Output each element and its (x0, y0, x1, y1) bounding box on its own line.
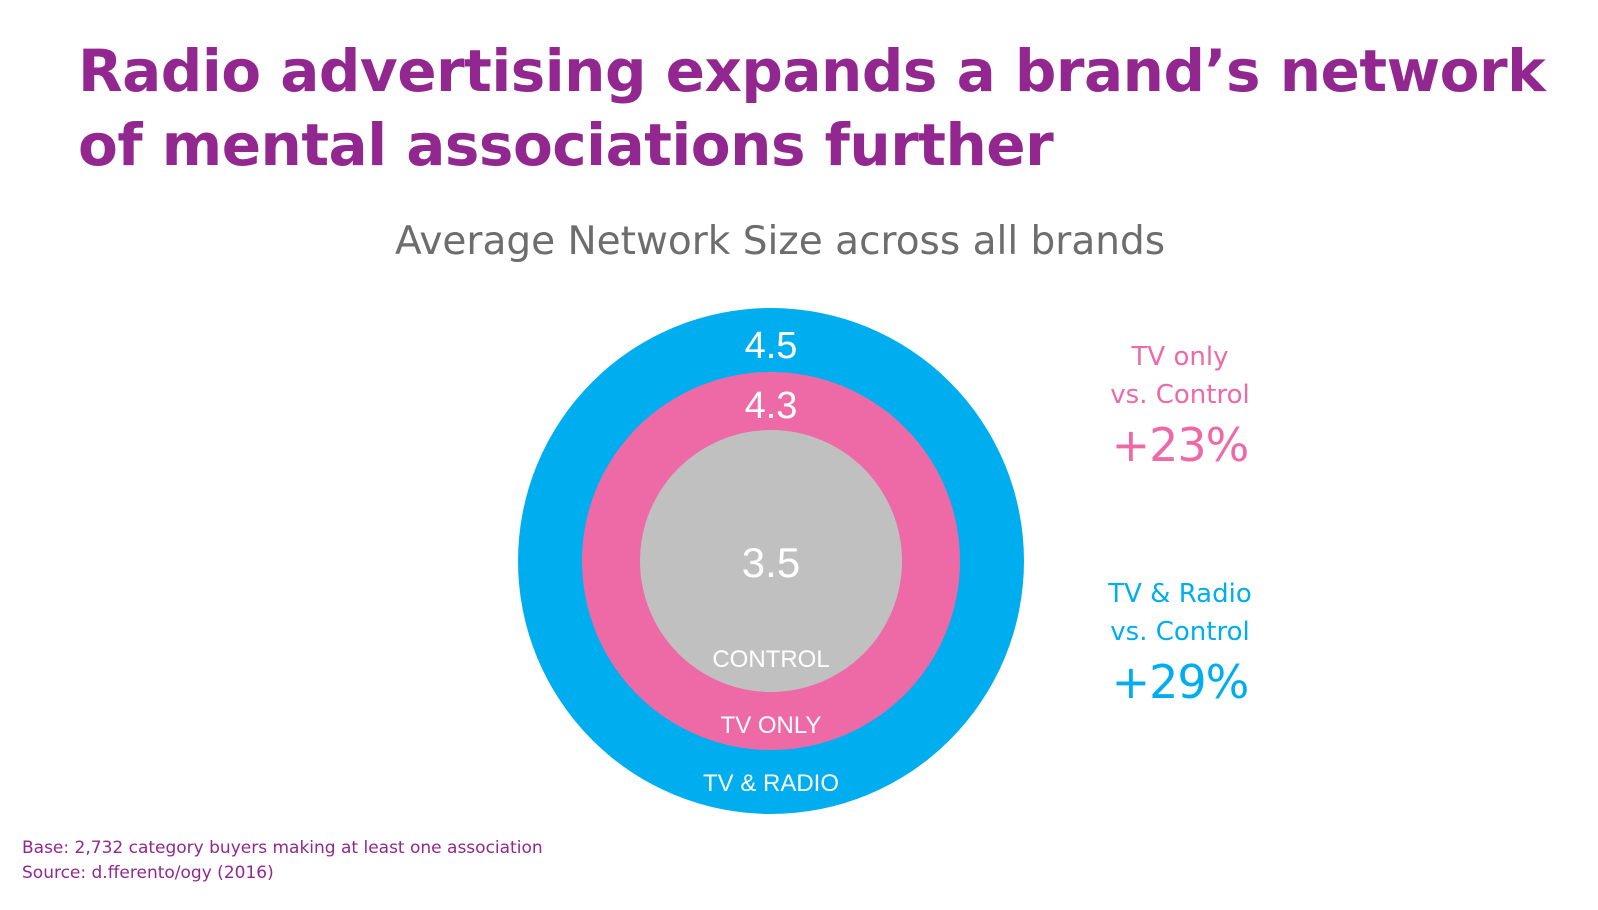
callout-tv-only-line1: TV only (1131, 342, 1229, 372)
callout-tv-only-value: +23% (1111, 418, 1250, 472)
value-label-tv-radio: 4.5 (745, 325, 798, 367)
series-label-tv-only: TV ONLY (721, 712, 822, 739)
title-line-1: Radio advertising expands a brand’s netw… (78, 37, 1546, 105)
callout-tv-radio-line1: TV & Radio (1108, 579, 1252, 609)
series-label-tv-radio: TV & RADIO (703, 770, 839, 797)
circle-control (640, 430, 902, 692)
series-label-control: CONTROL (712, 646, 829, 673)
footer-base: Base: 2,732 category buyers making at le… (22, 838, 543, 858)
footer-notes: Base: 2,732 category buyers making at le… (22, 836, 543, 886)
callout-tv-only-line2: vs. Control (1110, 380, 1250, 410)
chart-title: Average Network Size across all brands (394, 219, 1166, 264)
footer-source: Source: d.fferento/ogy (2016) (22, 863, 274, 883)
value-label-tv-only: 4.3 (745, 385, 798, 427)
callout-tv-radio-value: +29% (1111, 655, 1250, 709)
callout-tv-radio-line2: vs. Control (1110, 617, 1250, 647)
callout-tv-radio: TV & Radio vs. Control +29% (1050, 575, 1310, 713)
callout-tv-only: TV only vs. Control +23% (1050, 338, 1310, 476)
value-label-control: 3.5 (742, 539, 800, 586)
page-title: Radio advertising expands a brand’s netw… (78, 34, 1578, 182)
title-line-2: of mental associations further (78, 111, 1054, 179)
